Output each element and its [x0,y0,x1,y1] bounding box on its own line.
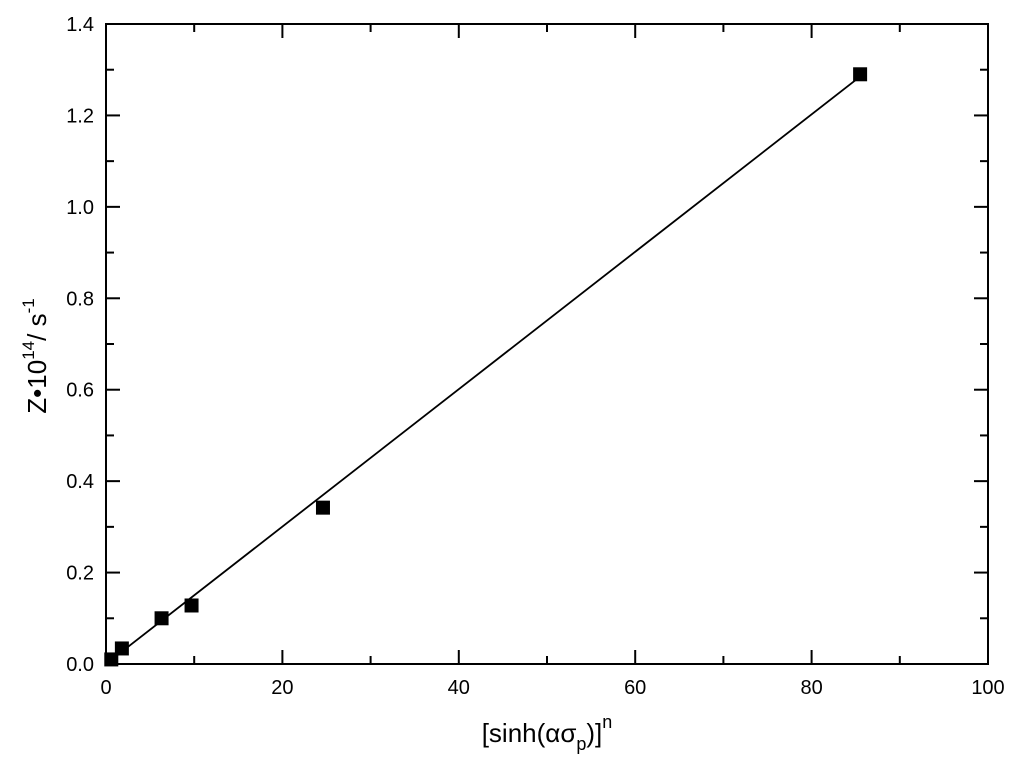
y-axis-title-mid: / s [22,313,52,340]
plot-frame [105,23,989,665]
y-axis-title-exp2: -1 [19,298,38,313]
data-point [104,652,119,667]
x-axis-title-suffix: )] [586,718,602,748]
data-point [184,598,199,613]
y-tick-label: 1.2 [66,105,94,127]
x-axis-ticks: 0 20 40 60 80 100 [100,24,1005,699]
x-tick-label: 20 [271,677,293,699]
data-points [104,67,868,667]
data-point [853,67,868,82]
x-tick-label: 100 [971,677,1004,699]
x-tick-label: 40 [448,677,470,699]
x-tick-label: 0 [100,677,111,699]
x-axis-title-symbols: ασ [545,718,576,748]
y-axis-title: Z•1014/ s-1 [19,298,52,413]
y-tick-label: 1.4 [66,14,94,36]
y-axis-ticks: 0.0 0.2 0.4 0.6 0.8 1.0 1.2 1.4 [66,14,988,676]
y-tick-label: 0.2 [66,563,94,585]
x-tick-label: 80 [800,677,822,699]
x-axis-title-prefix: [sinh( [482,718,546,748]
y-tick-label: 1.0 [66,197,94,219]
fit-line [105,75,861,665]
data-point [154,611,169,626]
y-tick-label: 0.6 [66,380,94,402]
y-tick-label: 0.0 [66,654,94,676]
x-axis-title: [sinh(ασp)]n [482,712,613,754]
y-tick-label: 0.4 [66,471,94,493]
x-axis-title-subscript: p [576,734,586,754]
y-axis-title-base: Z•10 [22,360,52,414]
y-tick-label: 0.8 [66,288,94,310]
data-point [114,641,129,656]
y-axis-title-exp1: 14 [19,341,38,360]
x-axis-title-superscript: n [602,712,612,732]
x-tick-label: 60 [624,677,646,699]
data-point [315,500,330,515]
